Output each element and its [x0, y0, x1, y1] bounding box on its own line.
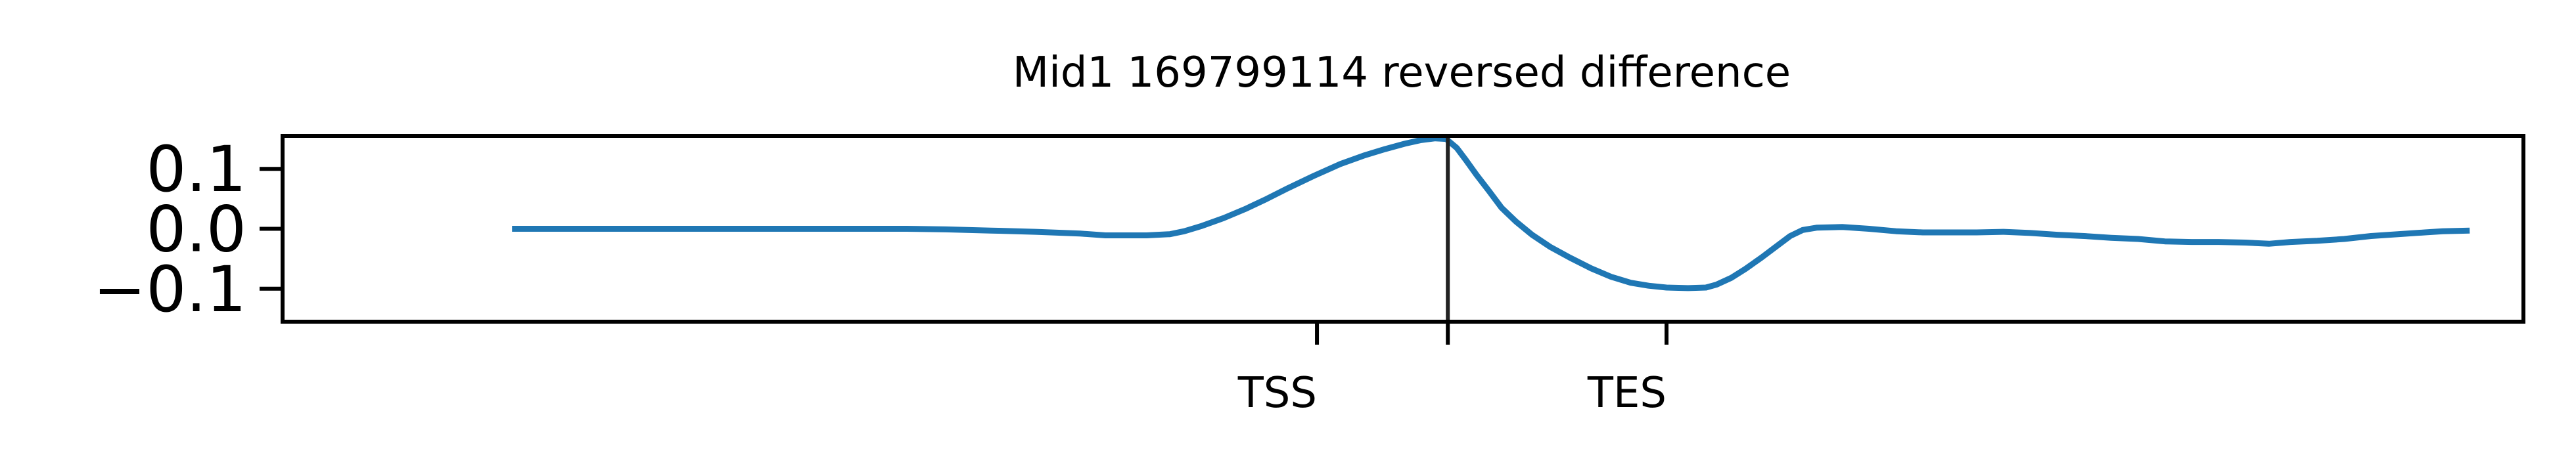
ytick-label-2: −0.1: [93, 253, 246, 326]
xtick-label-0: TSS: [1237, 369, 1317, 418]
xtick-label-2: TES: [1587, 369, 1667, 418]
plot-area: [512, 136, 2470, 322]
chart-title: Mid1 169799114 reversed difference: [1013, 49, 1791, 97]
axes: 0.10.0−0.1 TSS TES: [93, 133, 1669, 418]
series-line-0: [512, 136, 2470, 291]
ytick-label-0: 0.1: [146, 133, 246, 206]
ytick-label-1: 0.0: [146, 193, 246, 267]
